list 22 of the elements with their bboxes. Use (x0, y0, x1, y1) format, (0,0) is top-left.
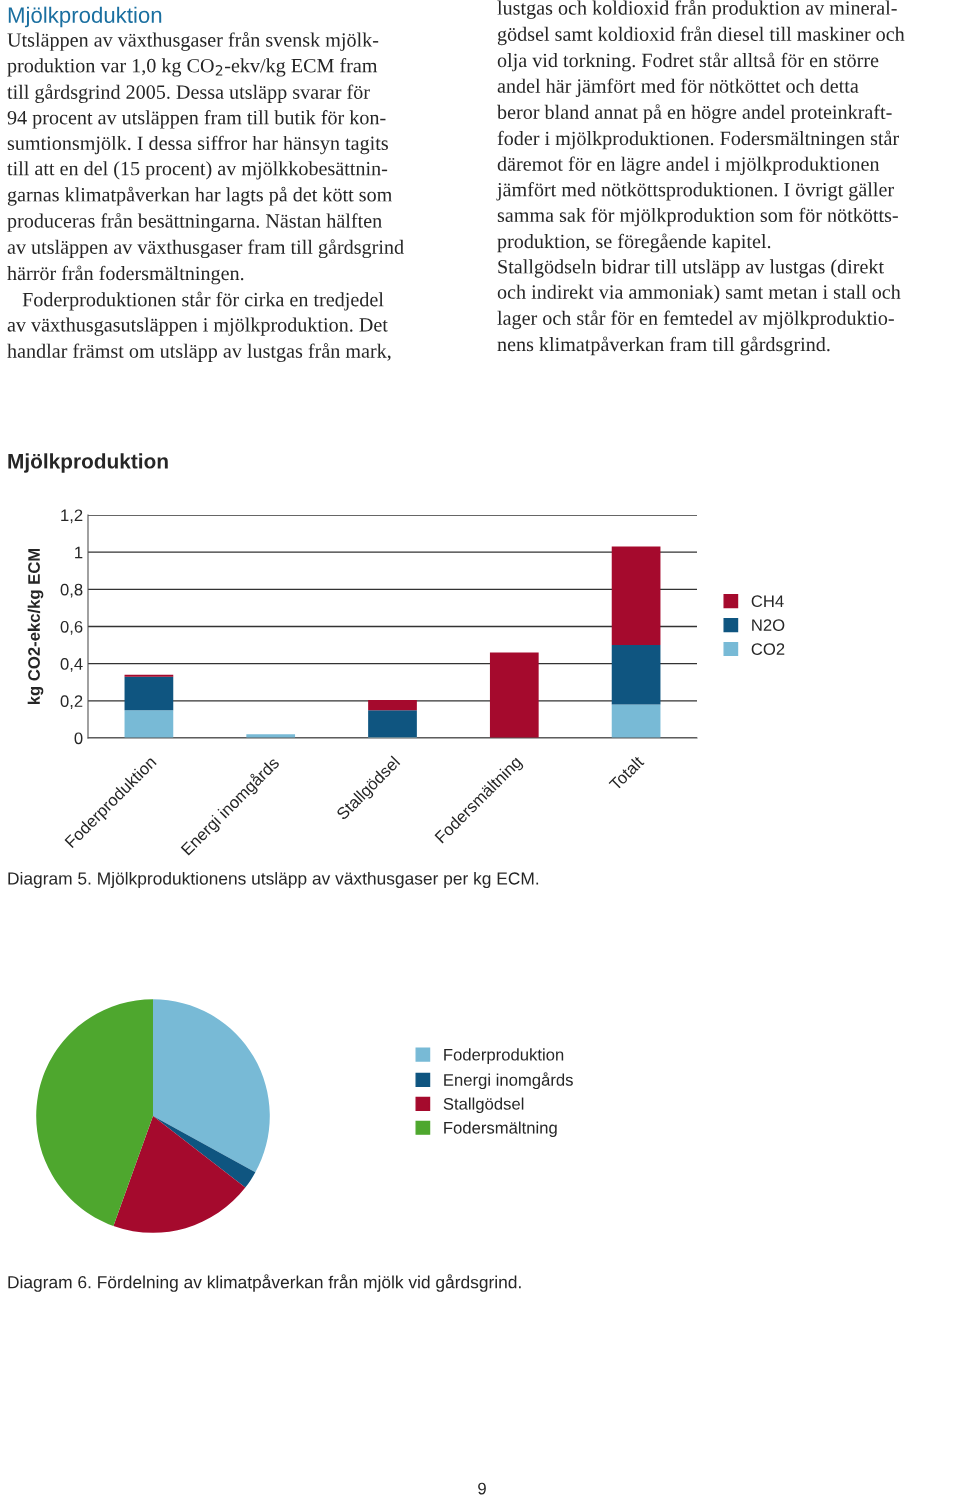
text: lustgas och koldioxid från produktion av mineral- gödsel samt koldioxid från diesel till maskiner och olja vid torkning. Fodret står alltså för en större andel här jämfört med för nötköttet och detta beror bland annat på en högre andel proteinkraft- foder i mjölkproduktionen. Fodersmältningen står däremot för en lägre andel i mjölkproduktionen jämfört med nötköttsproduktionen. I övrigt gäller samma sak för mjölkproduktion som för nötkötts- produktion, se föregående kapitel. Stallgödseln bidrar till utsläpp av lustgas (direkt och indirekt via ammoniak) samt metan i stall och lager och står för en femtedel av mjölkproduktio- nens klimatpåverkan fram till gårdsgrind. (496, 0, 905, 356)
text: Diagram 6. Fördelning av klimatpåverkan från mjölk vid gårdsgrind. (8, 1274, 521, 1292)
text: Mjölkproduktion (8, 6, 162, 28)
legend-label: Stallgödsel (443, 1097, 524, 1114)
y-tick-label: 0 (74, 732, 83, 745)
y-tick-label: 1,2 (61, 509, 83, 524)
legend-label: CO2 (751, 643, 785, 655)
text: Utsläppen av växthusgaser från svensk mjölk- produktion var 1,0 kg CO$_{2}$-ekv/kg ECM fram till gårdsgrind 2005. Dessa utsläpp svarar för 94 procent av utsläppen fram till butik för kon- sumtionsmjölk. I dessa siffror har hänsyn tagits till att en del (15 procent) av mjölkkobesättnin- garnas klimatpåverkan har lagts på det kött som produceras från besättningarna. Nästan hälften av utsläppen av växthusgaser fram till gårdsgrind härrör från fodersmältningen. Foderproduktionen står för cirka en tredjedel av växthusgasutsläppen i mjölkproduktion. Det handlar främst om utsläpp av lustgas från mark, (7, 32, 404, 363)
legend-label: CH4 (751, 595, 784, 608)
text: 9 (478, 1482, 486, 1495)
y-tick-label: 0,8 (60, 583, 83, 598)
y-tick-label: 0,2 (60, 695, 83, 710)
legend-label: N2O (752, 619, 785, 632)
y-tick-label: 0,6 (60, 620, 83, 635)
text: Diagram 5. Mjölkproduktionens utsläpp av växthusgaser per kg ECM. (8, 871, 539, 889)
y-tick-label: 0,4 (60, 658, 83, 672)
legend-label: Fodersmältning (444, 1121, 557, 1138)
legend-label: Foderproduktion (444, 1048, 564, 1064)
y-axis-title: kg CO2-ekc/kg ECM (27, 548, 44, 705)
y-tick-label: 1 (75, 546, 83, 559)
legend-label: Energi inomgårds (444, 1072, 573, 1090)
chart-title: Mjölkproduktion (8, 453, 168, 473)
